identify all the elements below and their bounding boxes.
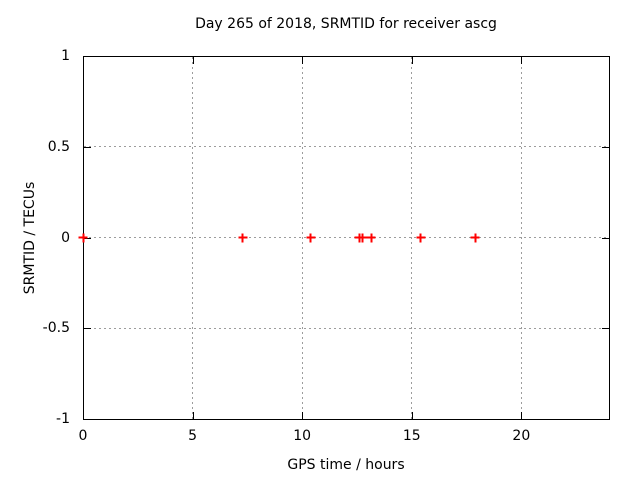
x-tick-label: 15 [402, 428, 421, 444]
y-tick-label: 1 [61, 48, 70, 64]
y-tick-mark [84, 328, 91, 330]
y-tick-mark [84, 237, 91, 239]
v-gridline [301, 57, 303, 419]
v-gridline [411, 57, 413, 419]
x-tick-mark [521, 412, 523, 419]
data-point-marker [416, 233, 426, 242]
data-point-marker [78, 233, 88, 242]
data-point-marker [238, 233, 248, 242]
plot-area [83, 56, 610, 420]
x-axis-label: GPS time / hours [287, 457, 405, 473]
data-point-marker [470, 233, 480, 242]
h-gridline [84, 146, 609, 148]
x-tick-mark [192, 57, 194, 64]
y-tick-label: 0 [61, 229, 70, 246]
x-tick-mark [521, 57, 523, 64]
y-tick-mark [84, 146, 91, 148]
y-tick-mark [602, 237, 609, 239]
y-tick-label: -1 [56, 411, 70, 427]
h-gridline [84, 237, 609, 238]
y-axis-label: SRMTID / TECUs [22, 181, 38, 295]
h-gridline [84, 327, 609, 329]
y-tick-label: 0.5 [47, 138, 70, 155]
x-tick-mark [411, 412, 413, 419]
x-tick-mark [302, 57, 304, 64]
y-tick-mark [602, 146, 609, 148]
v-gridline [192, 57, 194, 419]
x-tick-mark [192, 412, 194, 419]
x-tick-label: 10 [293, 428, 312, 444]
y-tick-mark [602, 328, 609, 330]
chart-title: Day 265 of 2018, SRMTID for receiver asc… [195, 16, 497, 32]
x-tick-label: 5 [188, 428, 198, 444]
x-tick-label: 20 [512, 428, 531, 444]
x-tick-label: 0 [78, 428, 88, 444]
data-point-marker [366, 233, 376, 242]
v-gridline [520, 57, 522, 419]
data-point-marker [306, 233, 316, 242]
data-point-marker [357, 233, 367, 242]
x-tick-mark [302, 412, 304, 419]
y-tick-label: -0.5 [42, 320, 70, 337]
x-tick-mark [411, 57, 413, 64]
